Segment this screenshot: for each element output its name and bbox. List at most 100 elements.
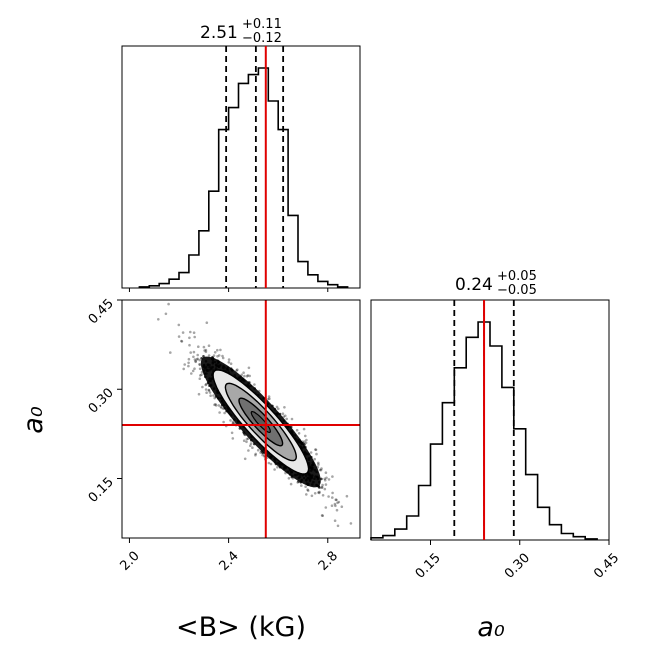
- panel-hist-a0: 0.24 +0.05 −0.05 0.15 0.30 0.45: [370, 269, 622, 582]
- joint-sample-point: [248, 374, 251, 378]
- joint-sample-point: [317, 461, 320, 465]
- joint-sample-point: [305, 438, 308, 442]
- joint-sample-point: [318, 490, 321, 494]
- joint-sample-point: [202, 345, 206, 349]
- hist-a0-frame: [370, 299, 610, 541]
- joint-sample-point: [180, 339, 183, 343]
- joint-sample-point: [261, 453, 264, 457]
- joint-sample-point: [318, 468, 322, 472]
- joint-sample-point: [227, 358, 231, 361]
- joint-ytick-label-1: 0.30: [86, 385, 117, 416]
- joint-sample-point: [204, 350, 208, 354]
- joint-sample-point: [303, 440, 306, 443]
- joint-sample-point: [242, 439, 246, 443]
- joint-xtick-label-0: 2.0: [117, 549, 142, 574]
- joint-sample-point: [324, 483, 328, 486]
- joint-sample-point: [249, 444, 252, 448]
- joint-sample-point: [197, 345, 200, 349]
- joint-sample-point: [177, 323, 181, 327]
- joint-sample-point: [193, 367, 196, 371]
- joint-sample-point: [313, 492, 317, 495]
- joint-sample-point: [267, 461, 271, 465]
- joint-sample-point: [157, 318, 160, 321]
- joint-sample-point: [189, 351, 192, 354]
- joint-sample-point: [193, 335, 196, 339]
- hist-a0-title-lower: −0.05: [497, 283, 537, 298]
- hist-b-title-lower: −0.12: [242, 31, 282, 46]
- joint-sample-point: [283, 406, 286, 409]
- joint-sample-point: [187, 357, 191, 361]
- joint-sample-point: [281, 412, 285, 416]
- joint-sample-point: [216, 348, 219, 352]
- hist-a0-title-value: 0.24: [455, 275, 493, 295]
- hist-a0-xtick-label-1: 0.30: [502, 551, 533, 582]
- joint-sample-point: [212, 394, 215, 397]
- joint-sample-point: [315, 452, 318, 456]
- joint-sample-point: [198, 358, 201, 362]
- joint-sample-point: [216, 355, 219, 358]
- joint-sample-point: [193, 358, 197, 361]
- joint-ytick-label-0: 0.15: [86, 475, 117, 506]
- joint-sample-point: [320, 514, 324, 517]
- joint-sample-point: [251, 446, 254, 450]
- joint-sample-point: [304, 441, 308, 445]
- joint-sample-point: [321, 483, 324, 487]
- joint-sample-point: [334, 498, 338, 502]
- joint-sample-point: [218, 411, 221, 414]
- joint-sample-point: [273, 468, 276, 471]
- hist-a0-xtick-label-2: 0.45: [591, 551, 622, 582]
- joint-sample-point: [198, 367, 202, 371]
- joint-sample-point: [345, 494, 349, 498]
- joint-sample-point: [249, 442, 253, 445]
- joint-sample-point: [246, 374, 250, 377]
- joint-sample-point: [236, 368, 239, 372]
- joint-sample-point: [259, 451, 262, 454]
- joint-sample-point: [201, 385, 204, 389]
- joint-sample-point: [317, 491, 320, 494]
- joint-sample-point: [290, 417, 294, 421]
- hist-b-histogram-line: [138, 67, 349, 288]
- joint-sample-point: [207, 388, 211, 392]
- joint-sample-point: [330, 504, 334, 508]
- joint-sample-point: [222, 420, 225, 424]
- joint-sample-point: [230, 431, 234, 435]
- joint-sample-point: [306, 489, 310, 492]
- joint-sample-point: [305, 493, 308, 496]
- joint-sample-point: [333, 502, 337, 506]
- joint-sample-point: [204, 348, 208, 352]
- joint-sample-point: [195, 358, 199, 361]
- joint-sample-point: [300, 484, 303, 487]
- joint-sample-point: [188, 336, 191, 340]
- joint-sample-point: [197, 392, 201, 396]
- joint-sample-point: [254, 453, 257, 457]
- joint-sample-point: [254, 452, 257, 456]
- joint-sample-point: [182, 367, 185, 371]
- joint-sample-point: [309, 451, 313, 454]
- joint-sample-point: [331, 475, 334, 478]
- joint-sample-point: [177, 335, 181, 338]
- joint-sample-point: [313, 457, 317, 461]
- joint-sample-point: [245, 375, 249, 378]
- joint-sample-point: [202, 355, 205, 358]
- joint-sample-point: [267, 395, 271, 398]
- joint-sample-point: [243, 374, 246, 378]
- joint-sample-point: [324, 506, 328, 509]
- joint-sample-point: [192, 331, 196, 335]
- joint-sample-point: [232, 421, 235, 425]
- joint-sample-point: [198, 363, 202, 367]
- joint-sample-point: [209, 394, 212, 398]
- joint-sample-point: [214, 404, 218, 407]
- joint-sample-point: [310, 494, 314, 498]
- hist-b-title-upper: +0.11: [242, 17, 282, 32]
- joint-sample-point: [219, 405, 223, 409]
- hist-a0-title: 0.24 +0.05 −0.05: [455, 269, 537, 298]
- joint-sample-point: [194, 360, 197, 364]
- joint-sample-point: [331, 496, 334, 499]
- joint-sample-point: [325, 476, 328, 480]
- joint-sample-point: [306, 488, 309, 492]
- joint-sample-point: [188, 343, 191, 347]
- y-axis-label-a0: a₀: [18, 406, 49, 434]
- joint-sample-point: [205, 321, 209, 325]
- joint-sample-point: [277, 407, 280, 411]
- joint-sample-point: [297, 432, 301, 435]
